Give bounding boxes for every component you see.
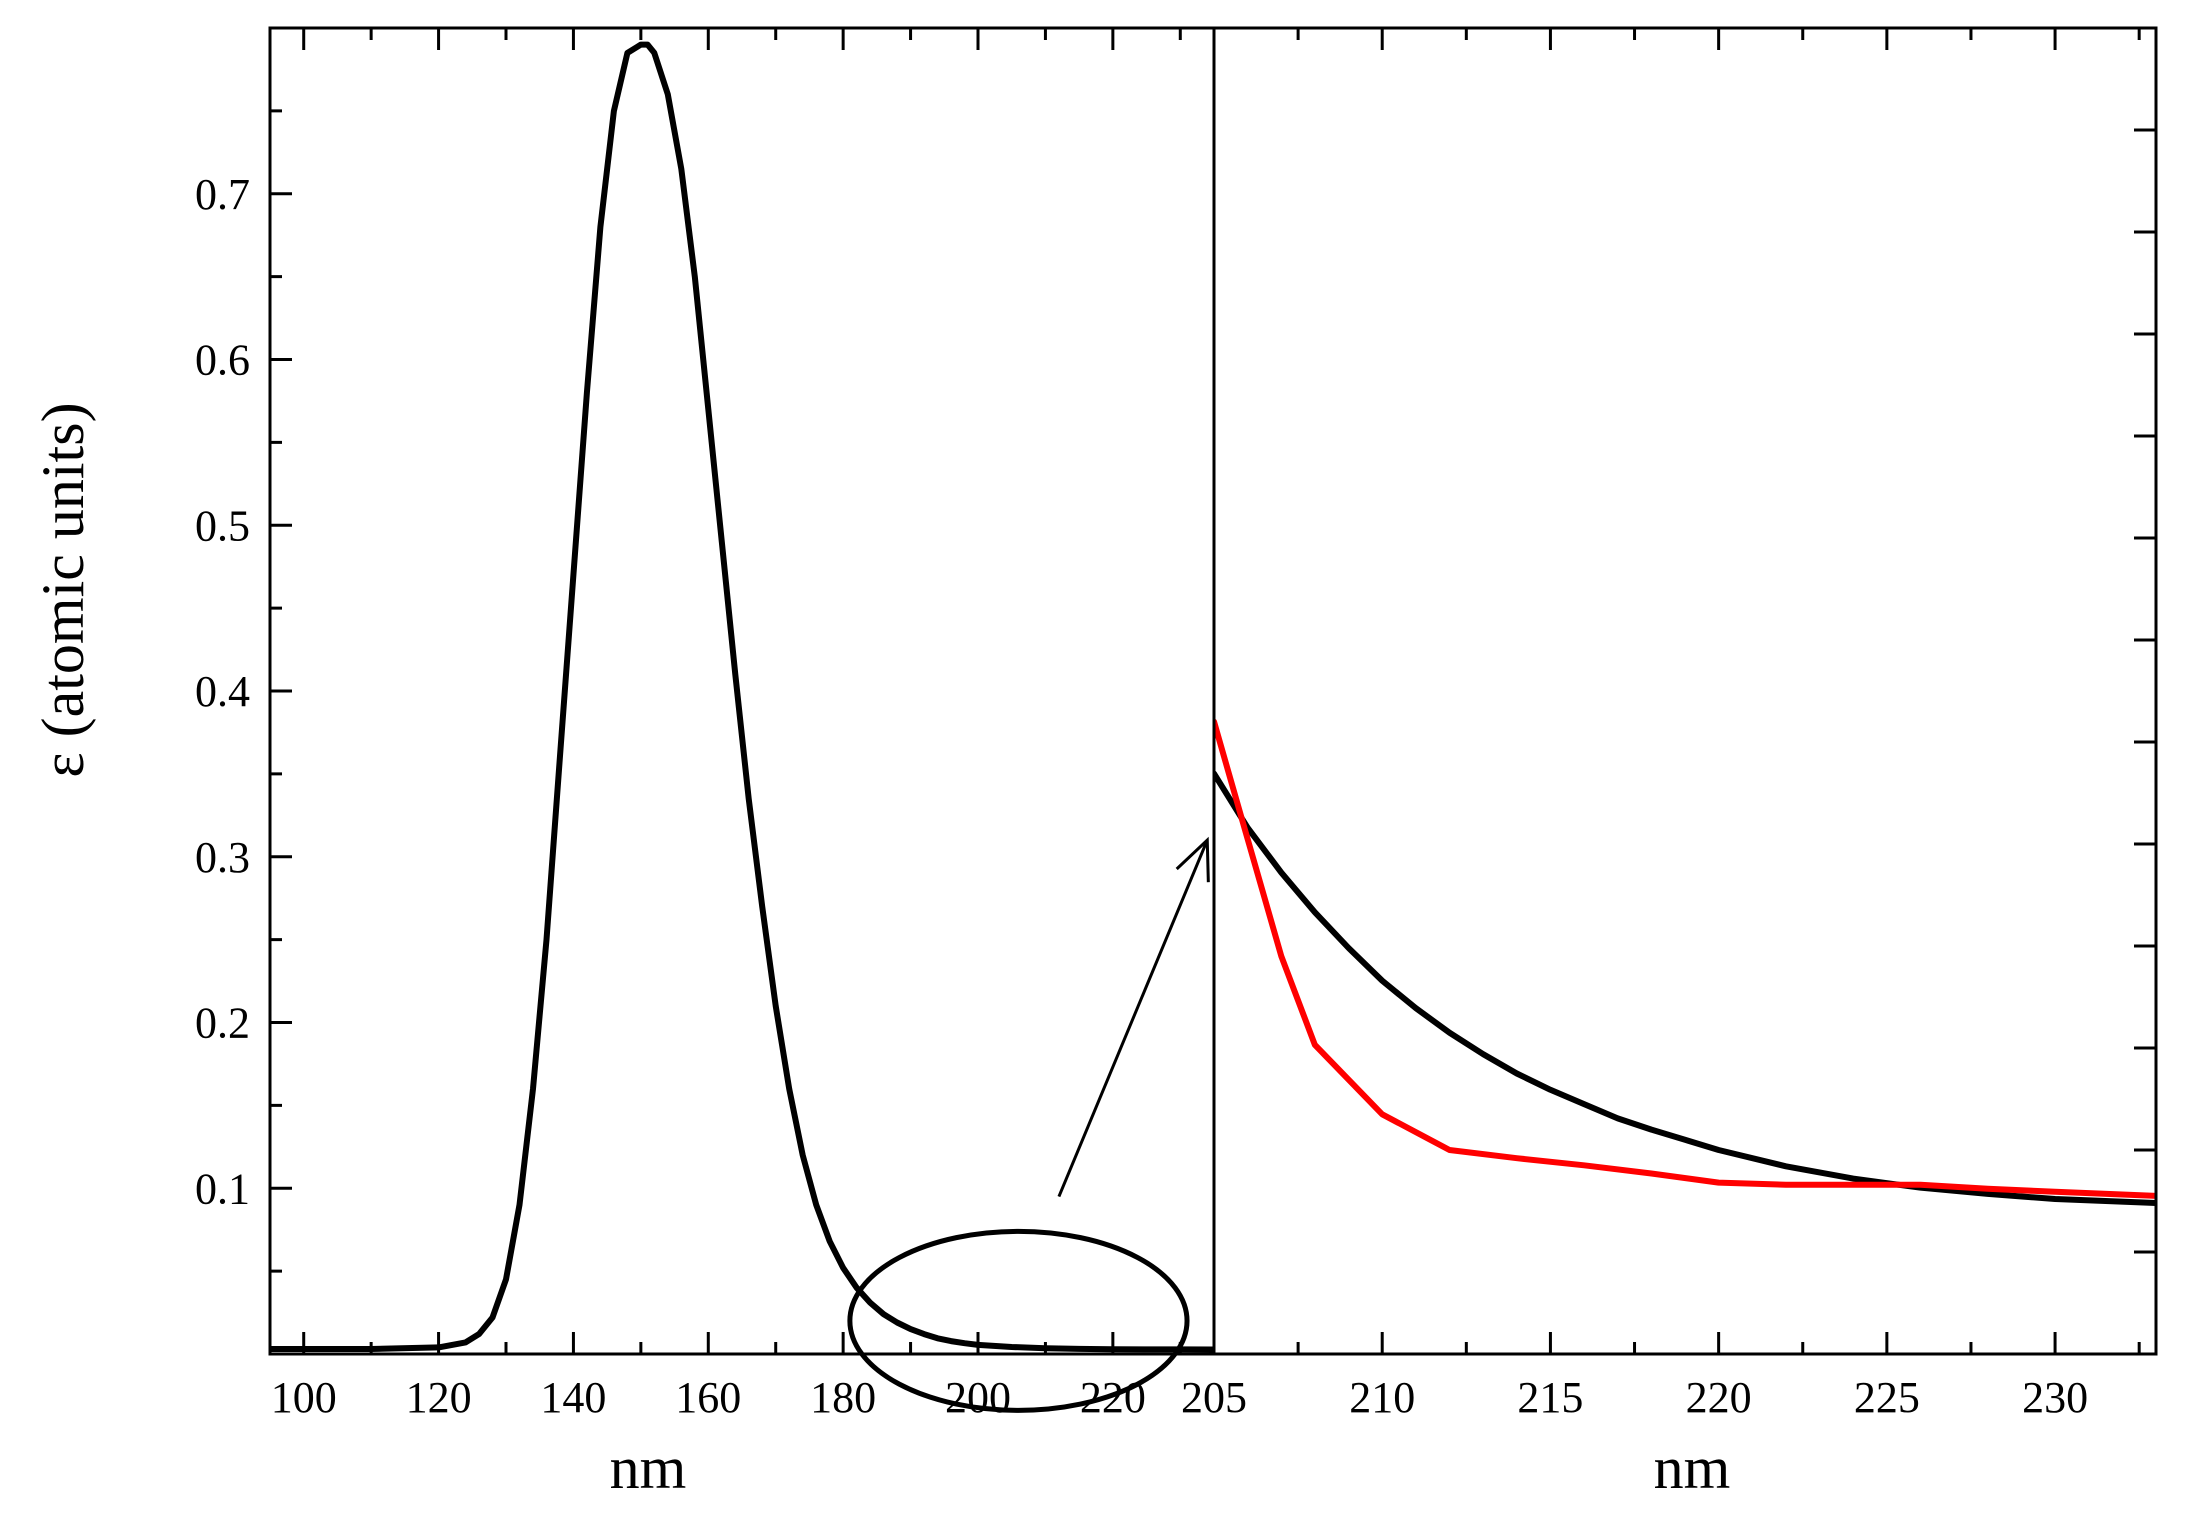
- left-y-axis-title: ε (atomic units): [30, 402, 96, 777]
- left-y-tick-label-3: 0.4: [195, 667, 250, 716]
- left-x-tick-labels: 100 120 140 160 180 200 220: [271, 1373, 1146, 1422]
- right-x-tick-label-3: 220: [1686, 1373, 1752, 1422]
- right-y-ticks: [2134, 128, 2156, 1254]
- left-y-tick-label-2: 0.3: [195, 833, 250, 882]
- left-x-tick-label-2: 140: [540, 1373, 606, 1422]
- zoom-arrow-shaft: [1057, 839, 1209, 1198]
- right-x-tick-label-0: 205: [1181, 1373, 1247, 1422]
- left-x-ticks: [302, 28, 1182, 1354]
- right-x-tick-label-4: 225: [1854, 1373, 1920, 1422]
- right-panel: 205 210 215 220 225 230 nm: [1181, 26, 2158, 1501]
- right-x-tick-label-2: 215: [1517, 1373, 1583, 1422]
- left-y-tick-label-6: 0.7: [195, 170, 250, 219]
- left-annotation-layer: [847, 836, 1210, 1413]
- left-series-layer: [270, 41, 1214, 1353]
- left-x-tick-label-0: 100: [271, 1373, 337, 1422]
- zoom-ellipse: [847, 1228, 1190, 1413]
- left-series-line-0: [270, 41, 1214, 1353]
- left-y-tick-label-5: 0.6: [195, 336, 250, 385]
- left-y-tick-labels: 0.1 0.2 0.3 0.4 0.5 0.6 0.7: [195, 170, 250, 1214]
- right-x-tick-label-1: 210: [1349, 1373, 1415, 1422]
- left-x-tick-label-3: 160: [675, 1373, 741, 1422]
- right-series-line-0: [1214, 770, 2156, 1206]
- left-panel: 100 120 140 160 180 200 220 0.1 0.2 0.3 0.4 0.5 0.6…: [30, 26, 1216, 1501]
- right-x-ticks: [1212, 28, 2141, 1354]
- zoom-arrow-head: [1175, 836, 1210, 883]
- left-x-tick-label-4: 180: [810, 1373, 876, 1422]
- right-x-tick-label-5: 230: [2022, 1373, 2088, 1422]
- left-x-axis-title: nm: [610, 1435, 687, 1501]
- left-x-tick-label-5: 200: [945, 1373, 1011, 1422]
- left-y-tick-label-1: 0.2: [195, 999, 250, 1048]
- right-x-axis-title: nm: [1654, 1435, 1731, 1501]
- right-plot-frame: [1212, 26, 2158, 1356]
- right-series-line-1: [1214, 718, 2156, 1199]
- left-y-tick-label-4: 0.5: [195, 501, 250, 550]
- right-x-tick-labels: 205 210 215 220 225 230: [1181, 1373, 2088, 1422]
- left-y-tick-label-0: 0.1: [195, 1164, 250, 1213]
- right-series-layer: [1214, 718, 2156, 1206]
- left-plot-frame: [268, 26, 1216, 1356]
- left-y-ticks: [270, 26, 292, 1273]
- left-x-tick-label-6: 220: [1080, 1373, 1146, 1422]
- left-x-tick-label-1: 120: [406, 1373, 472, 1422]
